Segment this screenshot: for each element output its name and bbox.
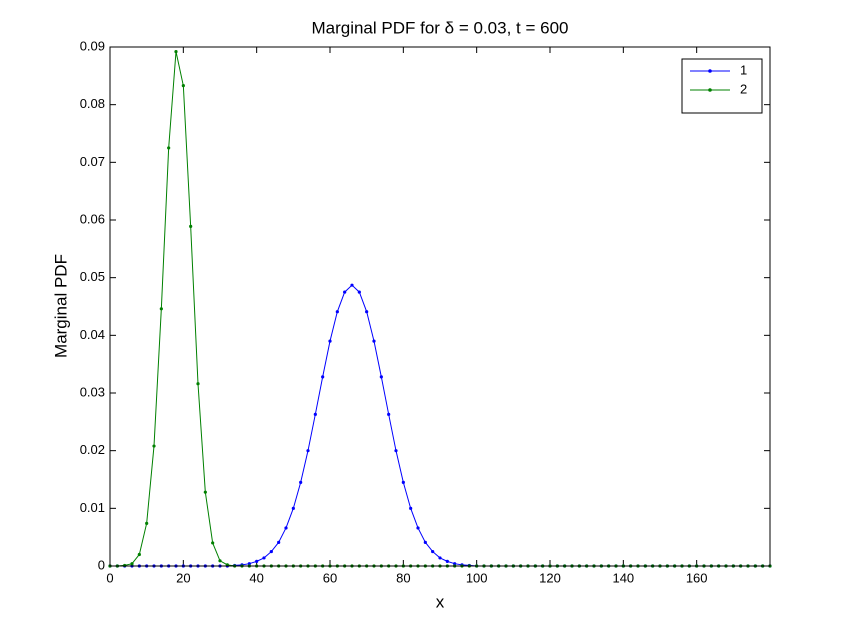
point	[350, 283, 354, 287]
y-tick-label: 0.03	[80, 384, 105, 399]
y-tick-label: 0.04	[80, 327, 105, 342]
point	[130, 562, 134, 566]
x-tick-label: 60	[323, 570, 337, 585]
point	[299, 480, 303, 484]
point	[181, 84, 185, 88]
x-tick-label: 140	[612, 570, 634, 585]
point	[255, 559, 259, 563]
legend-box	[681, 58, 763, 114]
point	[174, 50, 178, 54]
y-tick-label: 0	[98, 557, 105, 572]
point	[262, 556, 266, 560]
point	[431, 549, 435, 554]
x-tick-label: 40	[249, 570, 263, 585]
point	[145, 521, 149, 525]
point	[379, 375, 383, 379]
point	[189, 224, 193, 228]
point	[269, 549, 273, 554]
point	[453, 562, 457, 566]
chart-title: Marginal PDF for δ = 0.03, t = 600	[311, 18, 568, 37]
y-axis-label: Marginal PDF	[51, 254, 70, 358]
point	[343, 290, 347, 294]
x-tick-label: 120	[539, 570, 561, 585]
point	[218, 559, 222, 563]
y-tick-label: 0.08	[80, 96, 105, 111]
x-tick-label: 100	[466, 570, 488, 585]
point	[445, 559, 449, 563]
point	[284, 526, 288, 530]
legend-label: 1	[740, 62, 747, 77]
y-tick-label: 0.02	[80, 442, 105, 457]
legend-marker	[708, 88, 712, 92]
point	[409, 506, 413, 510]
legend: 12	[681, 58, 763, 114]
point	[306, 449, 310, 453]
point	[438, 556, 442, 560]
point	[313, 412, 317, 416]
y-tick-label: 0.06	[80, 211, 105, 226]
point	[394, 449, 398, 453]
y-tick-label: 0.07	[80, 154, 105, 169]
y-tick-label: 0.01	[80, 500, 105, 515]
point	[401, 480, 405, 484]
point	[321, 375, 325, 379]
point	[152, 444, 156, 448]
point	[357, 290, 361, 294]
y-tick-label: 0.05	[80, 269, 105, 284]
point	[365, 310, 369, 314]
point	[372, 339, 376, 343]
point	[159, 307, 163, 311]
x-tick-label: 80	[396, 570, 410, 585]
point	[196, 382, 200, 386]
point	[203, 490, 207, 494]
x-tick-label: 160	[686, 570, 708, 585]
point	[123, 563, 127, 568]
point	[328, 339, 332, 343]
x-tick-label: 20	[176, 570, 190, 585]
point	[423, 540, 427, 544]
y-tick-label: 0.09	[80, 38, 105, 53]
point	[277, 540, 281, 544]
point	[137, 552, 141, 557]
point	[247, 562, 251, 566]
point	[211, 541, 215, 545]
x-axis-label: x	[436, 592, 445, 611]
point	[291, 506, 295, 510]
legend-marker	[708, 69, 712, 73]
plot-frame	[109, 46, 771, 567]
x-tick-label: 0	[106, 570, 113, 585]
point	[335, 310, 339, 314]
point	[387, 412, 391, 416]
point	[416, 526, 420, 530]
point	[167, 146, 171, 150]
legend-label: 2	[740, 81, 747, 96]
